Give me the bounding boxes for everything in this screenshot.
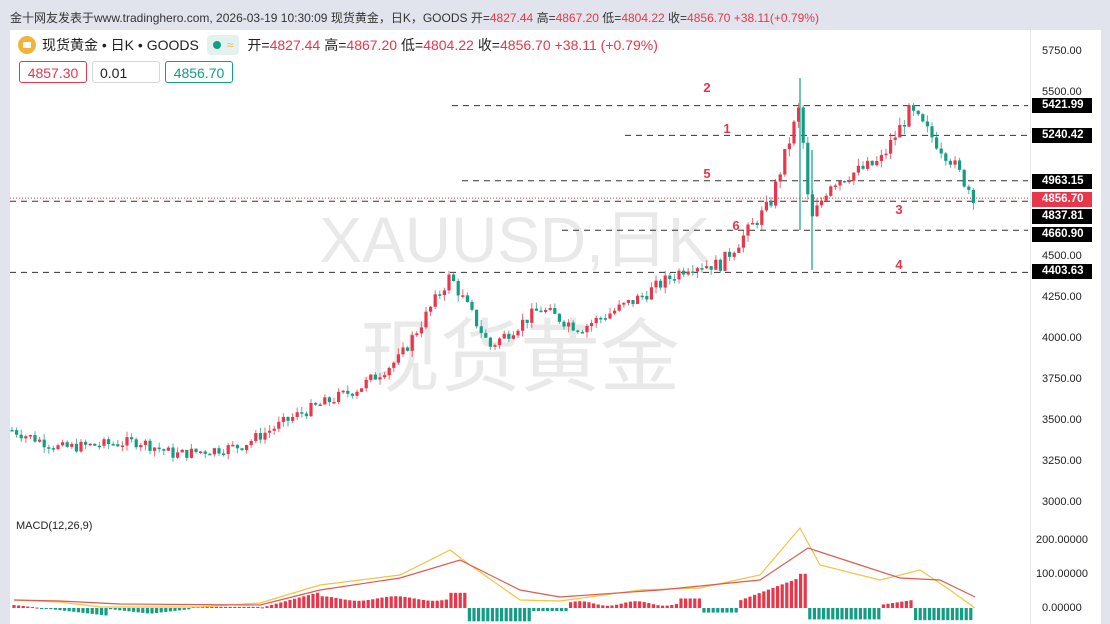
y-tick: 5500.00 [1042,86,1082,98]
level-price-tag: 4660.90 [1032,227,1092,242]
market-status-badge[interactable]: ≈ [206,35,240,55]
quantity-input[interactable]: 0.01 [92,61,160,83]
macd-tick: 200.00000 [1036,534,1088,546]
svg-text:XAUUSD,日K: XAUUSD,日K [319,204,710,276]
level-price-tag: 4963.15 [1032,174,1092,189]
svg-text:现货黄金: 现货黄金 [360,311,680,404]
live-dot-icon [212,41,221,49]
topbar-low-label: 低= [598,11,622,25]
quick-trade-panel: 4857.30 0.01 4856.70 [19,61,233,83]
svg-text:4: 4 [895,257,903,272]
buy-button[interactable]: 4856.70 [165,61,233,83]
high-label: 高= [324,37,347,53]
y-tick: 4500.00 [1042,250,1082,262]
chart-pane[interactable] [10,30,1030,624]
symbol-title[interactable]: 现货黄金 • 日K • GOODS [42,37,199,53]
svg-text:3: 3 [895,202,902,217]
y-tick: 4250.00 [1042,291,1082,303]
wave-icon: ≈ [226,38,234,52]
level-price-tag: 5421.99 [1032,98,1092,113]
svg-text:6: 6 [732,218,739,233]
current-price-tag: 4856.70 [1032,192,1092,207]
y-tick: 3250.00 [1042,455,1082,467]
level-price-tag: 5240.42 [1032,128,1092,143]
macd-tick: 0.00000 [1042,602,1082,614]
topbar-open: 4827.44 [489,11,534,25]
open-value: 4827.44 [269,37,321,53]
close-value: 4856.70 [500,37,551,53]
topbar-change: +38.11(+0.79%) [730,11,819,25]
topbar-close-label: 收= [664,11,688,25]
close-label: 收= [477,37,500,53]
low-value: 4804.22 [423,37,474,53]
gold-logo-icon [18,36,36,54]
change-value: +38.11 (+0.79%) [554,37,658,53]
level-price-tag: 4403.63 [1032,264,1092,279]
svg-text:1: 1 [723,121,730,136]
macd-label: MACD(12,26,9) [16,520,93,532]
topbar-high-label: 高= [533,11,556,25]
post-info-text: 金十网友发表于www.tradinghero.com, 2026-03-19 1… [10,11,490,25]
y-tick: 4000.00 [1042,332,1082,344]
open-label: 开= [247,37,270,53]
y-tick: 5750.00 [1042,45,1082,57]
topbar-close: 4856.70 [687,11,731,25]
y-tick: 3000.00 [1042,496,1082,508]
topbar-high: 4867.20 [555,11,599,25]
svg-text:5: 5 [703,166,710,181]
high-value: 4867.20 [346,37,398,53]
post-info-bar: 金十网友发表于www.tradinghero.com, 2026-03-19 1… [0,0,1110,30]
topbar-low: 4804.22 [621,11,665,25]
low-label: 低= [401,37,424,53]
symbol-legend: 现货黄金 • 日K • GOODS ≈ 开= 4827.44 高= 4867.20 … [18,34,658,56]
level-price-tag: 4837.81 [1032,209,1092,224]
y-tick: 3500.00 [1042,414,1082,426]
svg-text:2: 2 [703,80,710,95]
macd-tick: 100.00000 [1036,568,1088,580]
y-tick: 3750.00 [1042,373,1082,385]
sell-button[interactable]: 4857.30 [19,61,87,83]
